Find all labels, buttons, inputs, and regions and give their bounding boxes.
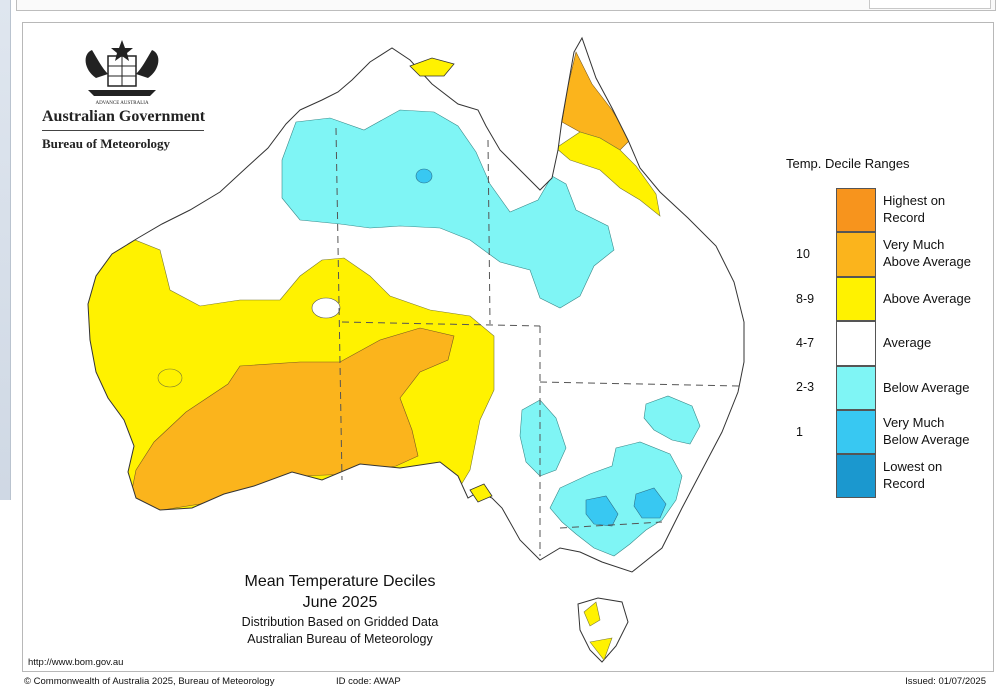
legend-title: Temp. Decile Ranges — [786, 156, 910, 171]
region-very-much-below-north-spot — [415, 168, 433, 184]
region-above-average-qld — [555, 131, 661, 217]
island-north — [409, 57, 455, 77]
legend-label-line2: Record — [883, 210, 925, 225]
map-title: Mean Temperature Deciles — [244, 573, 436, 590]
legend-label: Highest on Record — [883, 192, 945, 226]
legend-label-line1: Highest on — [883, 193, 946, 208]
legend-label-line1: Lowest on — [883, 459, 943, 474]
legend-label: Below Average — [883, 379, 970, 396]
agency-name: Australian Government — [42, 108, 206, 125]
map-subtitle-agency: Australian Bureau of Meteorology — [247, 632, 433, 646]
legend-decile-number: 8-9 — [796, 292, 815, 306]
legend-label: Lowest on Record — [883, 458, 942, 492]
legend-decile-number: 2-3 — [796, 380, 815, 394]
state-borders — [335, 127, 741, 556]
copyright-text: © Commonwealth of Australia 2025, Bureau… — [24, 676, 275, 687]
region-very-much-below-se — [585, 495, 619, 527]
legend-label-line1: Very Much — [883, 415, 945, 430]
coat-of-arms-icon: ADVANCE AUSTRALIA — [85, 40, 159, 106]
region-below-average-sa — [519, 399, 567, 477]
legend-swatch — [836, 277, 876, 321]
id-code-text: ID code: AWAP — [336, 676, 401, 687]
region-very-much-below-se-2 — [633, 487, 667, 519]
legend-label: Very Much Below Average — [883, 414, 970, 448]
svg-text:ADVANCE AUSTRALIA: ADVANCE AUSTRALIA — [95, 101, 148, 106]
map-subtitle-distribution: Distribution Based on Gridded Data — [241, 615, 439, 629]
map-title-block: Mean Temperature Deciles June 2025 Distr… — [200, 573, 480, 646]
map-date: June 2025 — [302, 594, 378, 611]
left-panel-strip — [0, 0, 11, 500]
legend-label-line2: Below Average — [883, 432, 970, 447]
region-below-average-nsw — [643, 395, 701, 445]
legend-swatch — [836, 454, 876, 498]
legend-swatch — [836, 188, 876, 232]
bom-url-link[interactable]: http://www.bom.gov.au — [28, 657, 124, 668]
legend-label: Above Average — [883, 290, 971, 307]
mainland-coastline — [87, 36, 745, 573]
legend-label-line2: Record — [883, 476, 925, 491]
legend-label-line1: Average — [883, 335, 932, 350]
legend-decile-number: 4-7 — [796, 336, 815, 350]
legend-decile-number: 10 — [796, 247, 810, 261]
region-above-average-tas — [583, 601, 601, 627]
legend-swatch — [836, 232, 876, 277]
legend-swatch — [836, 410, 876, 454]
legend-label-line1: Very Much — [883, 237, 945, 252]
legend-label: Average — [883, 334, 931, 351]
region-below-average-se — [549, 441, 683, 557]
legend-label: Very Much Above Average — [883, 236, 971, 270]
agency-divider — [42, 130, 204, 131]
legend-label-line1: Above Average — [883, 291, 971, 306]
island-sa — [469, 483, 493, 503]
region-above-spot — [157, 368, 183, 388]
legend-label-line1: Below Average — [883, 380, 970, 395]
region-above-average-tas-south — [589, 637, 613, 661]
region-below-average-north — [281, 109, 615, 309]
department-name: Bureau of Meteorology — [42, 136, 171, 151]
top-bar-field — [869, 0, 991, 9]
legend-decile-number: 1 — [796, 425, 803, 439]
window-top-bar — [16, 0, 996, 11]
legend-label-line2: Above Average — [883, 254, 971, 269]
legend-swatch — [836, 321, 876, 366]
issued-date-text: Issued: 01/07/2025 — [905, 676, 986, 687]
legend-swatch — [836, 366, 876, 410]
region-average-hole — [311, 297, 341, 319]
